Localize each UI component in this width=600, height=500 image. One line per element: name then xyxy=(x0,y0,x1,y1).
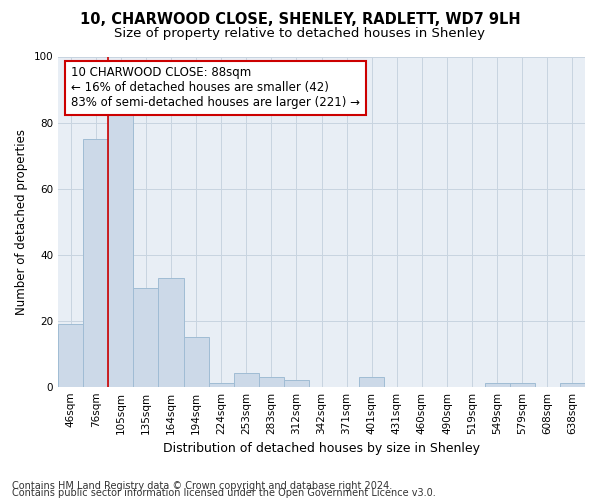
Bar xyxy=(133,288,158,386)
Bar xyxy=(184,337,209,386)
Bar xyxy=(485,384,510,386)
Bar xyxy=(259,377,284,386)
Text: Size of property relative to detached houses in Shenley: Size of property relative to detached ho… xyxy=(115,28,485,40)
Text: 10 CHARWOOD CLOSE: 88sqm
← 16% of detached houses are smaller (42)
83% of semi-d: 10 CHARWOOD CLOSE: 88sqm ← 16% of detach… xyxy=(71,66,360,110)
Bar xyxy=(233,374,259,386)
Bar xyxy=(560,384,585,386)
Bar xyxy=(284,380,309,386)
Text: 10, CHARWOOD CLOSE, SHENLEY, RADLETT, WD7 9LH: 10, CHARWOOD CLOSE, SHENLEY, RADLETT, WD… xyxy=(80,12,520,28)
Bar xyxy=(108,106,133,386)
Bar xyxy=(510,384,535,386)
Bar xyxy=(209,384,233,386)
Y-axis label: Number of detached properties: Number of detached properties xyxy=(15,128,28,314)
X-axis label: Distribution of detached houses by size in Shenley: Distribution of detached houses by size … xyxy=(163,442,480,455)
Text: Contains public sector information licensed under the Open Government Licence v3: Contains public sector information licen… xyxy=(12,488,436,498)
Bar xyxy=(158,278,184,386)
Text: Contains HM Land Registry data © Crown copyright and database right 2024.: Contains HM Land Registry data © Crown c… xyxy=(12,481,392,491)
Bar xyxy=(83,139,108,386)
Bar xyxy=(359,377,384,386)
Bar xyxy=(58,324,83,386)
